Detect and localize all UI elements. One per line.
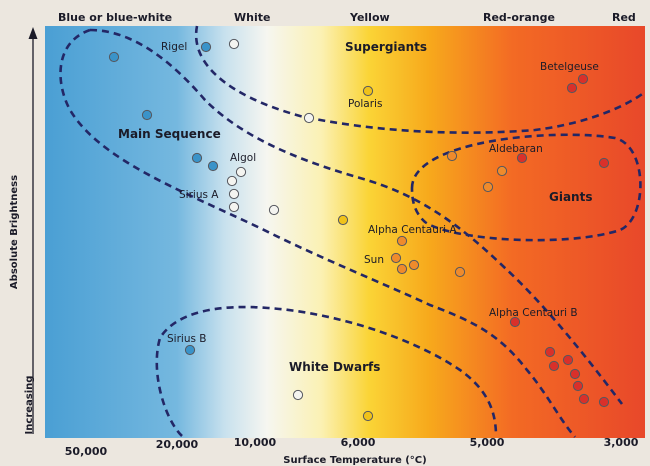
supergiants-boundary <box>194 25 646 134</box>
star-dot <box>141 109 153 121</box>
y-axis-increasing-label: Increasing <box>24 376 35 435</box>
star-dot <box>268 204 280 216</box>
star-dot-sun <box>390 252 402 264</box>
star-dot <box>544 346 556 358</box>
star-dot-aldebaran <box>516 152 528 164</box>
star-dot-polaris <box>362 85 374 97</box>
color-band-red-label: Red <box>612 11 636 24</box>
white-dwarfs-boundary <box>155 305 498 437</box>
temp-tick-5000: 5,000 <box>470 436 505 449</box>
spectrum-field <box>45 26 645 438</box>
star-dot <box>482 181 494 193</box>
star-dot <box>548 360 560 372</box>
main-sequence-boundary-lower <box>59 28 576 438</box>
giants-boundary <box>410 133 642 242</box>
white-dwarfs-label: White Dwarfs <box>289 360 380 374</box>
color-band-blue-label: Blue or blue-white <box>58 11 172 24</box>
star-label-algol: Algol <box>230 152 256 164</box>
star-dot-sirius-b <box>184 344 196 356</box>
arrow-up-icon <box>28 27 38 39</box>
star-dot-rigel <box>200 41 212 53</box>
star-dot <box>362 410 374 422</box>
star-label-sun: Sun <box>364 254 384 266</box>
star-label-sirius-a: Sirius A <box>179 189 219 201</box>
star-dot <box>235 166 247 178</box>
temp-tick-3000: 3,000 <box>604 436 639 449</box>
star-label-aldebaran: Aldebaran <box>489 143 543 155</box>
star-dot <box>598 396 610 408</box>
star-label-sirius-b: Sirius B <box>167 333 206 345</box>
star-dot <box>226 175 238 187</box>
supergiants-label: Supergiants <box>345 40 427 54</box>
color-band-yellow-label: Yellow <box>349 11 390 24</box>
star-dot-betelgeuse <box>577 73 589 85</box>
star-dot <box>446 150 458 162</box>
star-dot-alpha-centauri-b <box>509 316 521 328</box>
star-dot <box>578 393 590 405</box>
star-dot <box>598 157 610 169</box>
star-label-alpha-centauri-b: Alpha Centauri B <box>489 307 578 319</box>
star-dot <box>228 201 240 213</box>
color-band-white-label: White <box>234 11 270 24</box>
star-dot <box>454 266 466 278</box>
star-dot <box>562 354 574 366</box>
star-dot <box>228 38 240 50</box>
star-dot <box>303 112 315 124</box>
temp-tick-6000: 6,000 <box>341 436 376 449</box>
giants-label: Giants <box>549 190 592 204</box>
main-sequence-boundary-upper <box>89 28 624 405</box>
main-sequence-label: Main Sequence <box>118 127 221 141</box>
star-dot <box>108 51 120 63</box>
brightness-axis: Absolute Brightness Increasing <box>9 27 38 434</box>
star-label-polaris: Polaris <box>348 98 382 110</box>
x-axis-label: Surface Temperature (°C) <box>283 455 426 466</box>
star-dot <box>191 152 203 164</box>
star-label-betelgeuse: Betelgeuse <box>540 61 599 73</box>
stars-layer <box>108 38 610 422</box>
star-label-alpha-centauri-a: Alpha Centauri A <box>368 224 457 236</box>
star-dot <box>496 165 508 177</box>
temp-tick-20000: 20,000 <box>156 438 199 451</box>
star-dot <box>408 259 420 271</box>
temp-tick-10000: 10,000 <box>234 436 277 449</box>
star-dot <box>572 380 584 392</box>
star-dot <box>337 214 349 226</box>
y-axis-label: Absolute Brightness <box>9 175 20 289</box>
star-dot <box>292 389 304 401</box>
star-label-rigel: Rigel <box>161 41 187 53</box>
temp-tick-50000: 50,000 <box>65 445 108 458</box>
star-dot-algol <box>207 160 219 172</box>
star-dot-sirius-a <box>228 188 240 200</box>
color-band-red-orange-label: Red-orange <box>483 11 555 24</box>
star-dot-alpha-centauri-a <box>396 235 408 247</box>
star-dot <box>396 263 408 275</box>
star-dot <box>569 368 581 380</box>
star-dot <box>566 82 578 94</box>
